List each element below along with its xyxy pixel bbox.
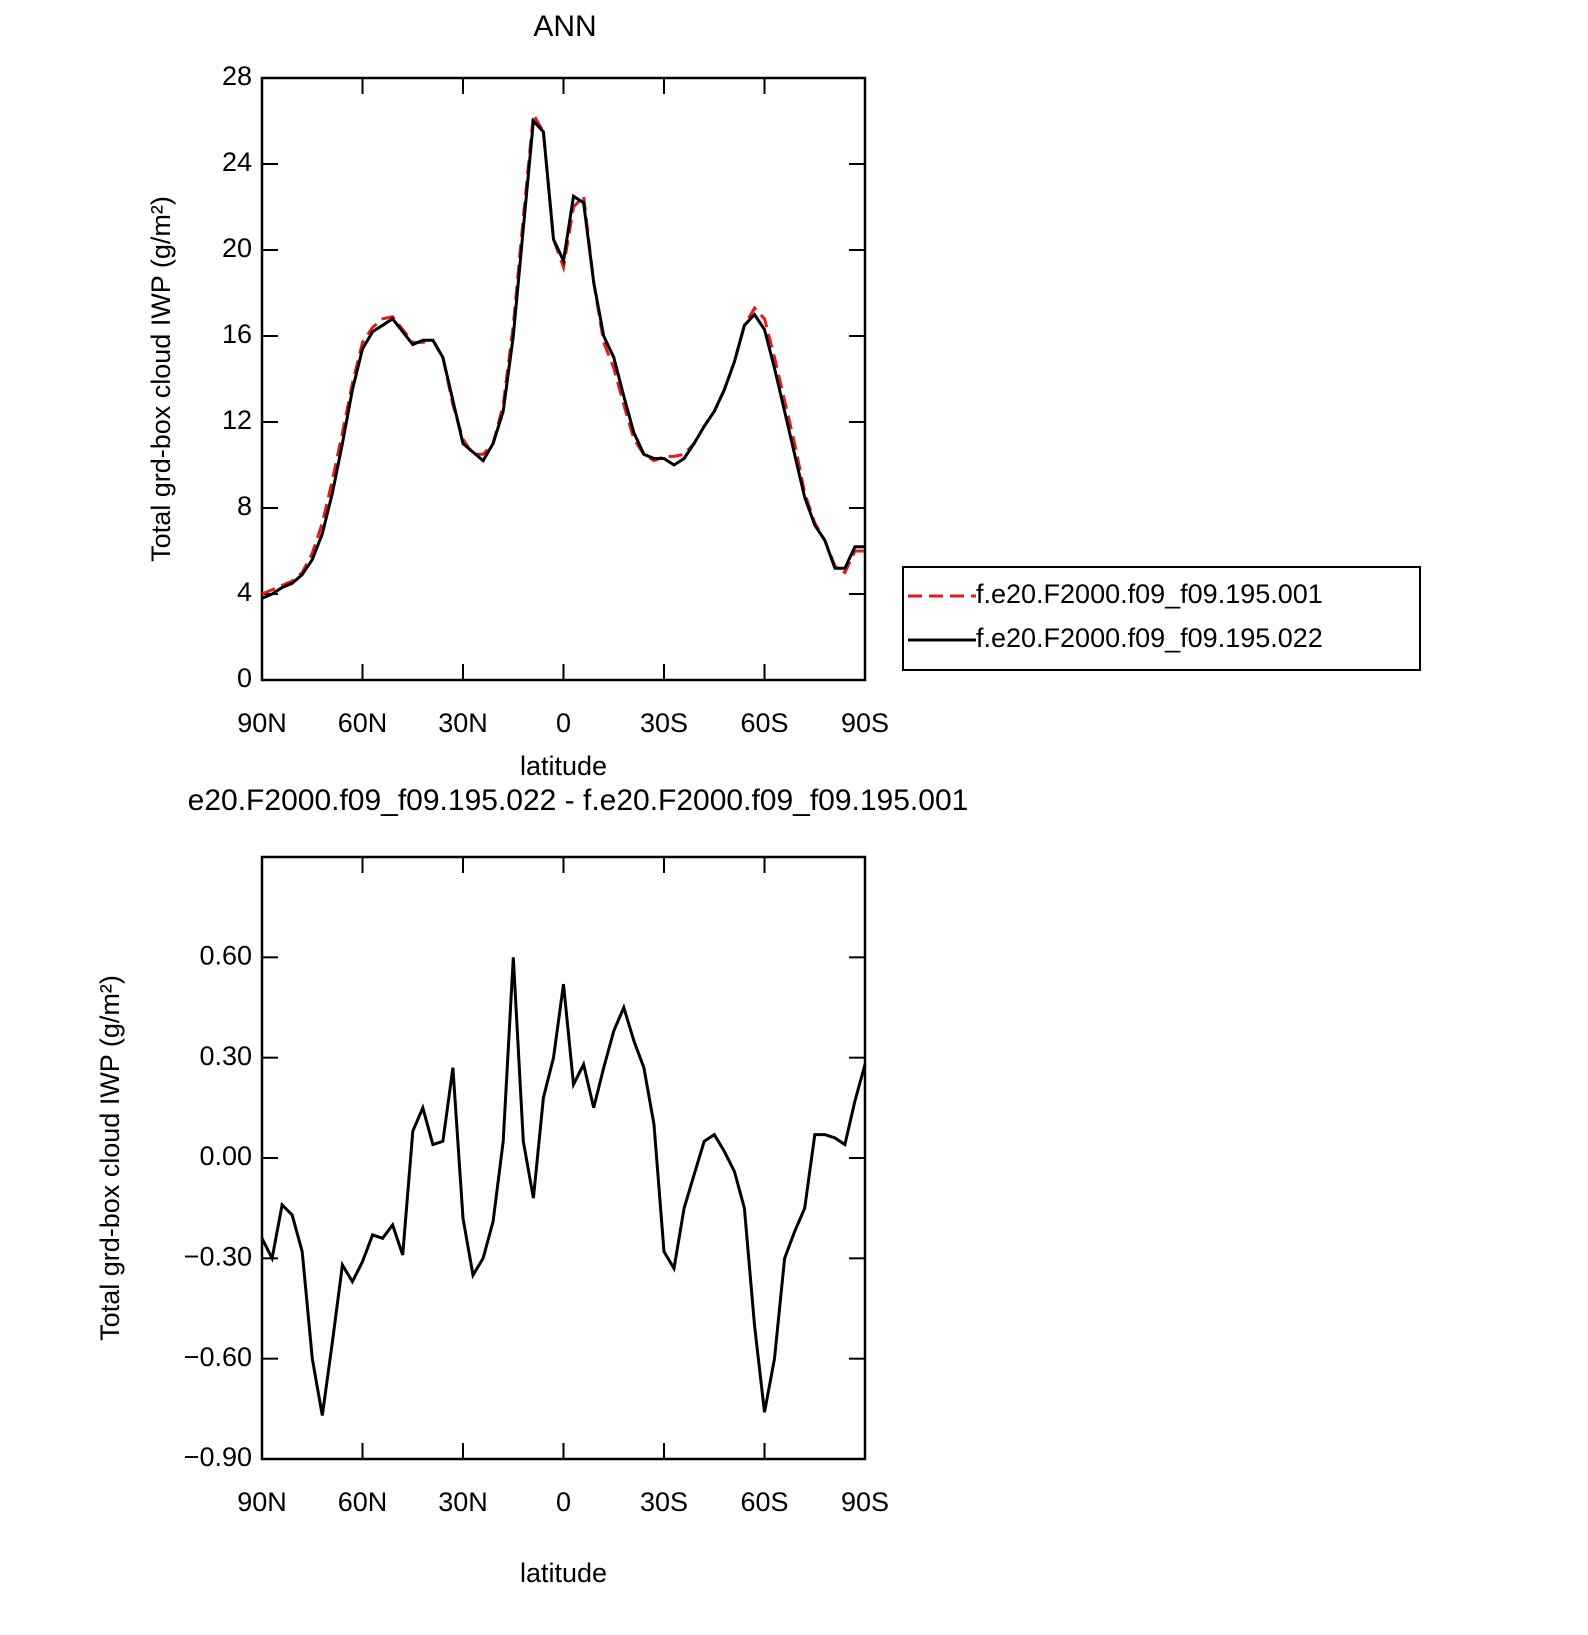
legend-label: f.e20.F2000.f09_f09.195.022 [976,623,1323,653]
chart-title: ANN [533,10,596,43]
x-tick-label: 30N [438,708,488,738]
x-axis-label: latitude [520,1558,607,1588]
x-tick-label: 90N [237,1487,287,1517]
x-tick-label: 30S [640,1487,688,1517]
y-tick-label: 0.00 [199,1141,252,1171]
plot-frame [260,76,867,682]
y-tick-label: 20 [222,233,252,263]
chart-title: e20.F2000.f09_f09.195.022 - f.e20.F2000.… [188,784,969,817]
y-tick-label: −0.60 [184,1342,252,1372]
x-tick-label: 60S [740,1487,788,1517]
y-tick-label: −0.90 [184,1442,252,1472]
x-tick-label: 90S [841,1487,889,1517]
x-tick-label: 60S [740,708,788,738]
plot-frame [260,855,867,1461]
y-tick-label: −0.30 [184,1241,252,1271]
y-tick-label: 16 [222,319,252,349]
x-tick-label: 0 [556,1487,571,1517]
data-line [261,109,865,596]
data-line [260,957,867,1416]
y-tick-label: 12 [222,405,252,435]
y-axis-label: Total grd-box cloud IWP (g/m²) [146,196,176,562]
x-tick-label: 60N [338,1487,388,1517]
y-tick-label: 28 [222,61,252,91]
x-tick-label: 0 [556,708,571,738]
x-axis-label: latitude [520,751,607,781]
y-tick-label: 4 [237,577,252,607]
legend-box [902,566,1421,671]
legend-label: f.e20.F2000.f09_f09.195.001 [976,579,1323,609]
y-tick-label: 0.30 [199,1041,252,1071]
y-tick-label: 0.60 [199,940,252,970]
x-tick-label: 90S [841,708,889,738]
x-tick-label: 60N [338,708,388,738]
y-tick-label: 8 [237,491,252,521]
data-line [261,117,865,600]
x-tick-label: 90N [237,708,287,738]
x-tick-label: 30S [640,708,688,738]
y-axis-label: Total grd-box cloud IWP (g/m²) [95,975,125,1341]
y-tick-label: 0 [237,663,252,693]
y-tick-label: 24 [222,147,252,177]
x-tick-label: 30N [438,1487,488,1517]
